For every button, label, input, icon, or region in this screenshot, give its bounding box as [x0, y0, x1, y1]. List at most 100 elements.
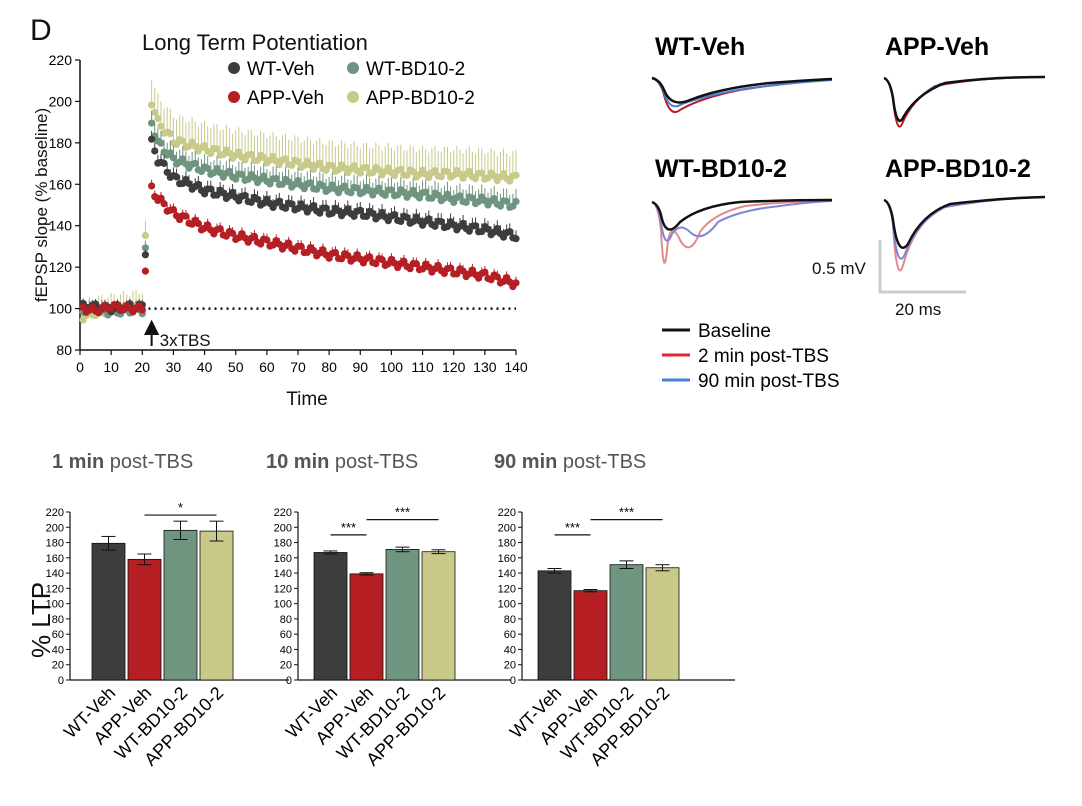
bar-y-tick-label: 180 [498, 538, 516, 550]
scale-bar-voltage-label: 0.5 mV [812, 259, 867, 278]
ltp-data-point [179, 155, 187, 163]
ltp-x-tick-label: 90 [352, 359, 368, 375]
ltp-x-tick-label: 120 [442, 359, 466, 375]
ltp-data-point [503, 197, 511, 205]
trace-legend-baseline: Baseline [698, 321, 771, 342]
bar-app-veh [349, 573, 384, 681]
bar-chart-1min: 1 min post-TBS 0 20 40 60 80 100 120 140 160 180 20… [46, 451, 289, 770]
ltp-data-point [462, 198, 470, 206]
bar-y-tick-label: 60 [280, 629, 292, 641]
ltp-data-point [459, 219, 467, 227]
ltp-x-tick-label: 100 [380, 359, 404, 375]
ltp-data-point [260, 154, 268, 162]
ltp-data-point [493, 273, 501, 281]
ltp-data-point [157, 139, 165, 147]
ltp-y-tick-label: 220 [49, 52, 73, 68]
ltp-data-point [481, 268, 489, 276]
ltp-data-point [229, 229, 237, 237]
ltp-data-point [160, 159, 168, 167]
bar-y-tick-label: 160 [274, 553, 292, 565]
ltp-data-point [490, 194, 498, 203]
bar-y-tick-label: 40 [52, 644, 64, 656]
ltp-x-tick-label: 130 [473, 359, 497, 375]
trace-legend-90min: 90 min post-TBS [698, 371, 840, 392]
bar-y-tick-label: 0 [58, 675, 64, 687]
ltp-data-point [148, 119, 156, 127]
bar-y-tick-label: 200 [46, 522, 64, 534]
ltp-y-tick-label: 140 [49, 218, 73, 234]
panel-letter: D [30, 14, 52, 47]
trace-legend-2min: 2 min post-TBS [698, 346, 829, 367]
bar-y-tick-label: 100 [46, 599, 64, 611]
ltp-data-point [390, 210, 399, 219]
ltp-data-point [194, 180, 202, 188]
ltp-data-point [309, 201, 318, 210]
ltp-series-app-bd10-2 [79, 80, 520, 324]
ltp-data-point [484, 225, 492, 233]
ltp-data-point [403, 213, 411, 222]
bar-y-tick-label: 120 [46, 583, 64, 595]
bar-app-veh [573, 590, 608, 681]
ltp-data-point [141, 251, 149, 259]
ltp-data-point [506, 228, 514, 236]
trace-90min-app-veh [883, 76, 1046, 123]
ltp-x-tick-label: 140 [504, 359, 528, 375]
bar-y-tick-label: 140 [274, 568, 292, 580]
ltp-data-point [213, 145, 221, 153]
ltp-data-point [172, 173, 181, 181]
ltp-data-point [151, 147, 159, 155]
bar-y-tick-label: 100 [498, 599, 516, 611]
ltp-data-point [409, 168, 417, 176]
ltp-x-tick-label: 80 [321, 359, 337, 375]
ltp-data-point [166, 130, 174, 138]
ltp-data-point [151, 108, 159, 117]
trace-baseline-app-veh [883, 75, 1046, 122]
ltp-y-tick-label: 120 [49, 259, 73, 275]
significance-label: * [178, 500, 183, 515]
ltp-data-point [468, 194, 476, 202]
scale-bar [878, 240, 966, 294]
trace-90min-wt-bd10-2 [651, 200, 833, 242]
ltp-data-point [235, 148, 243, 156]
bar-app-bd10-2 [199, 530, 234, 681]
trace-panel-wt-veh [651, 76, 833, 114]
trace-2min-wt-bd10-2 [651, 200, 833, 264]
bar-app-bd10-2 [421, 551, 456, 681]
bar-y-tick-label: 20 [52, 660, 64, 672]
bar-y-tick-label: 180 [274, 538, 292, 550]
ltp-y-axis-label: fEPSP slope (% baseline) [32, 108, 51, 302]
ltp-data-point [157, 122, 165, 130]
bar-y-tick-label: 220 [498, 507, 516, 519]
ltp-data-point [471, 222, 480, 230]
bar-y-tick-label: 160 [46, 553, 64, 565]
ltp-data-point [353, 184, 361, 192]
ltp-data-point [397, 165, 405, 174]
ltp-data-point [313, 185, 321, 193]
ltp-data-point [241, 191, 249, 200]
trace-panel-wt-bd10-2 [651, 198, 833, 264]
ltp-x-tick-label: 60 [259, 359, 275, 375]
ltp-data-point [356, 169, 364, 177]
ltp-data-point [281, 204, 290, 212]
ltp-data-point [260, 172, 268, 180]
ltp-data-point [275, 197, 283, 205]
bar-y-tick-label: 180 [46, 538, 64, 550]
bar-chart-title-bold: 90 min [494, 451, 557, 473]
ltp-data-point [253, 195, 262, 203]
trace-baseline-app-bd10-2 [883, 195, 1046, 249]
bar-y-tick-label: 200 [498, 522, 516, 534]
ltp-legend-label: APP-BD10-2 [366, 88, 475, 109]
ltp-data-point [471, 174, 480, 183]
ltp-data-point [422, 188, 430, 196]
ltp-data-point [369, 169, 377, 177]
ltp-data-point [381, 191, 389, 199]
scale-bar-time-label: 20 ms [895, 300, 941, 319]
ltp-data-point [160, 200, 168, 208]
ltp-data-point [356, 206, 364, 214]
ltp-x-tick-label: 70 [290, 359, 306, 375]
ltp-data-point [456, 192, 464, 200]
significance-label: *** [341, 520, 356, 535]
ltp-data-point [512, 235, 520, 243]
ltp-data-point [375, 184, 383, 192]
ltp-data-point [431, 166, 439, 175]
